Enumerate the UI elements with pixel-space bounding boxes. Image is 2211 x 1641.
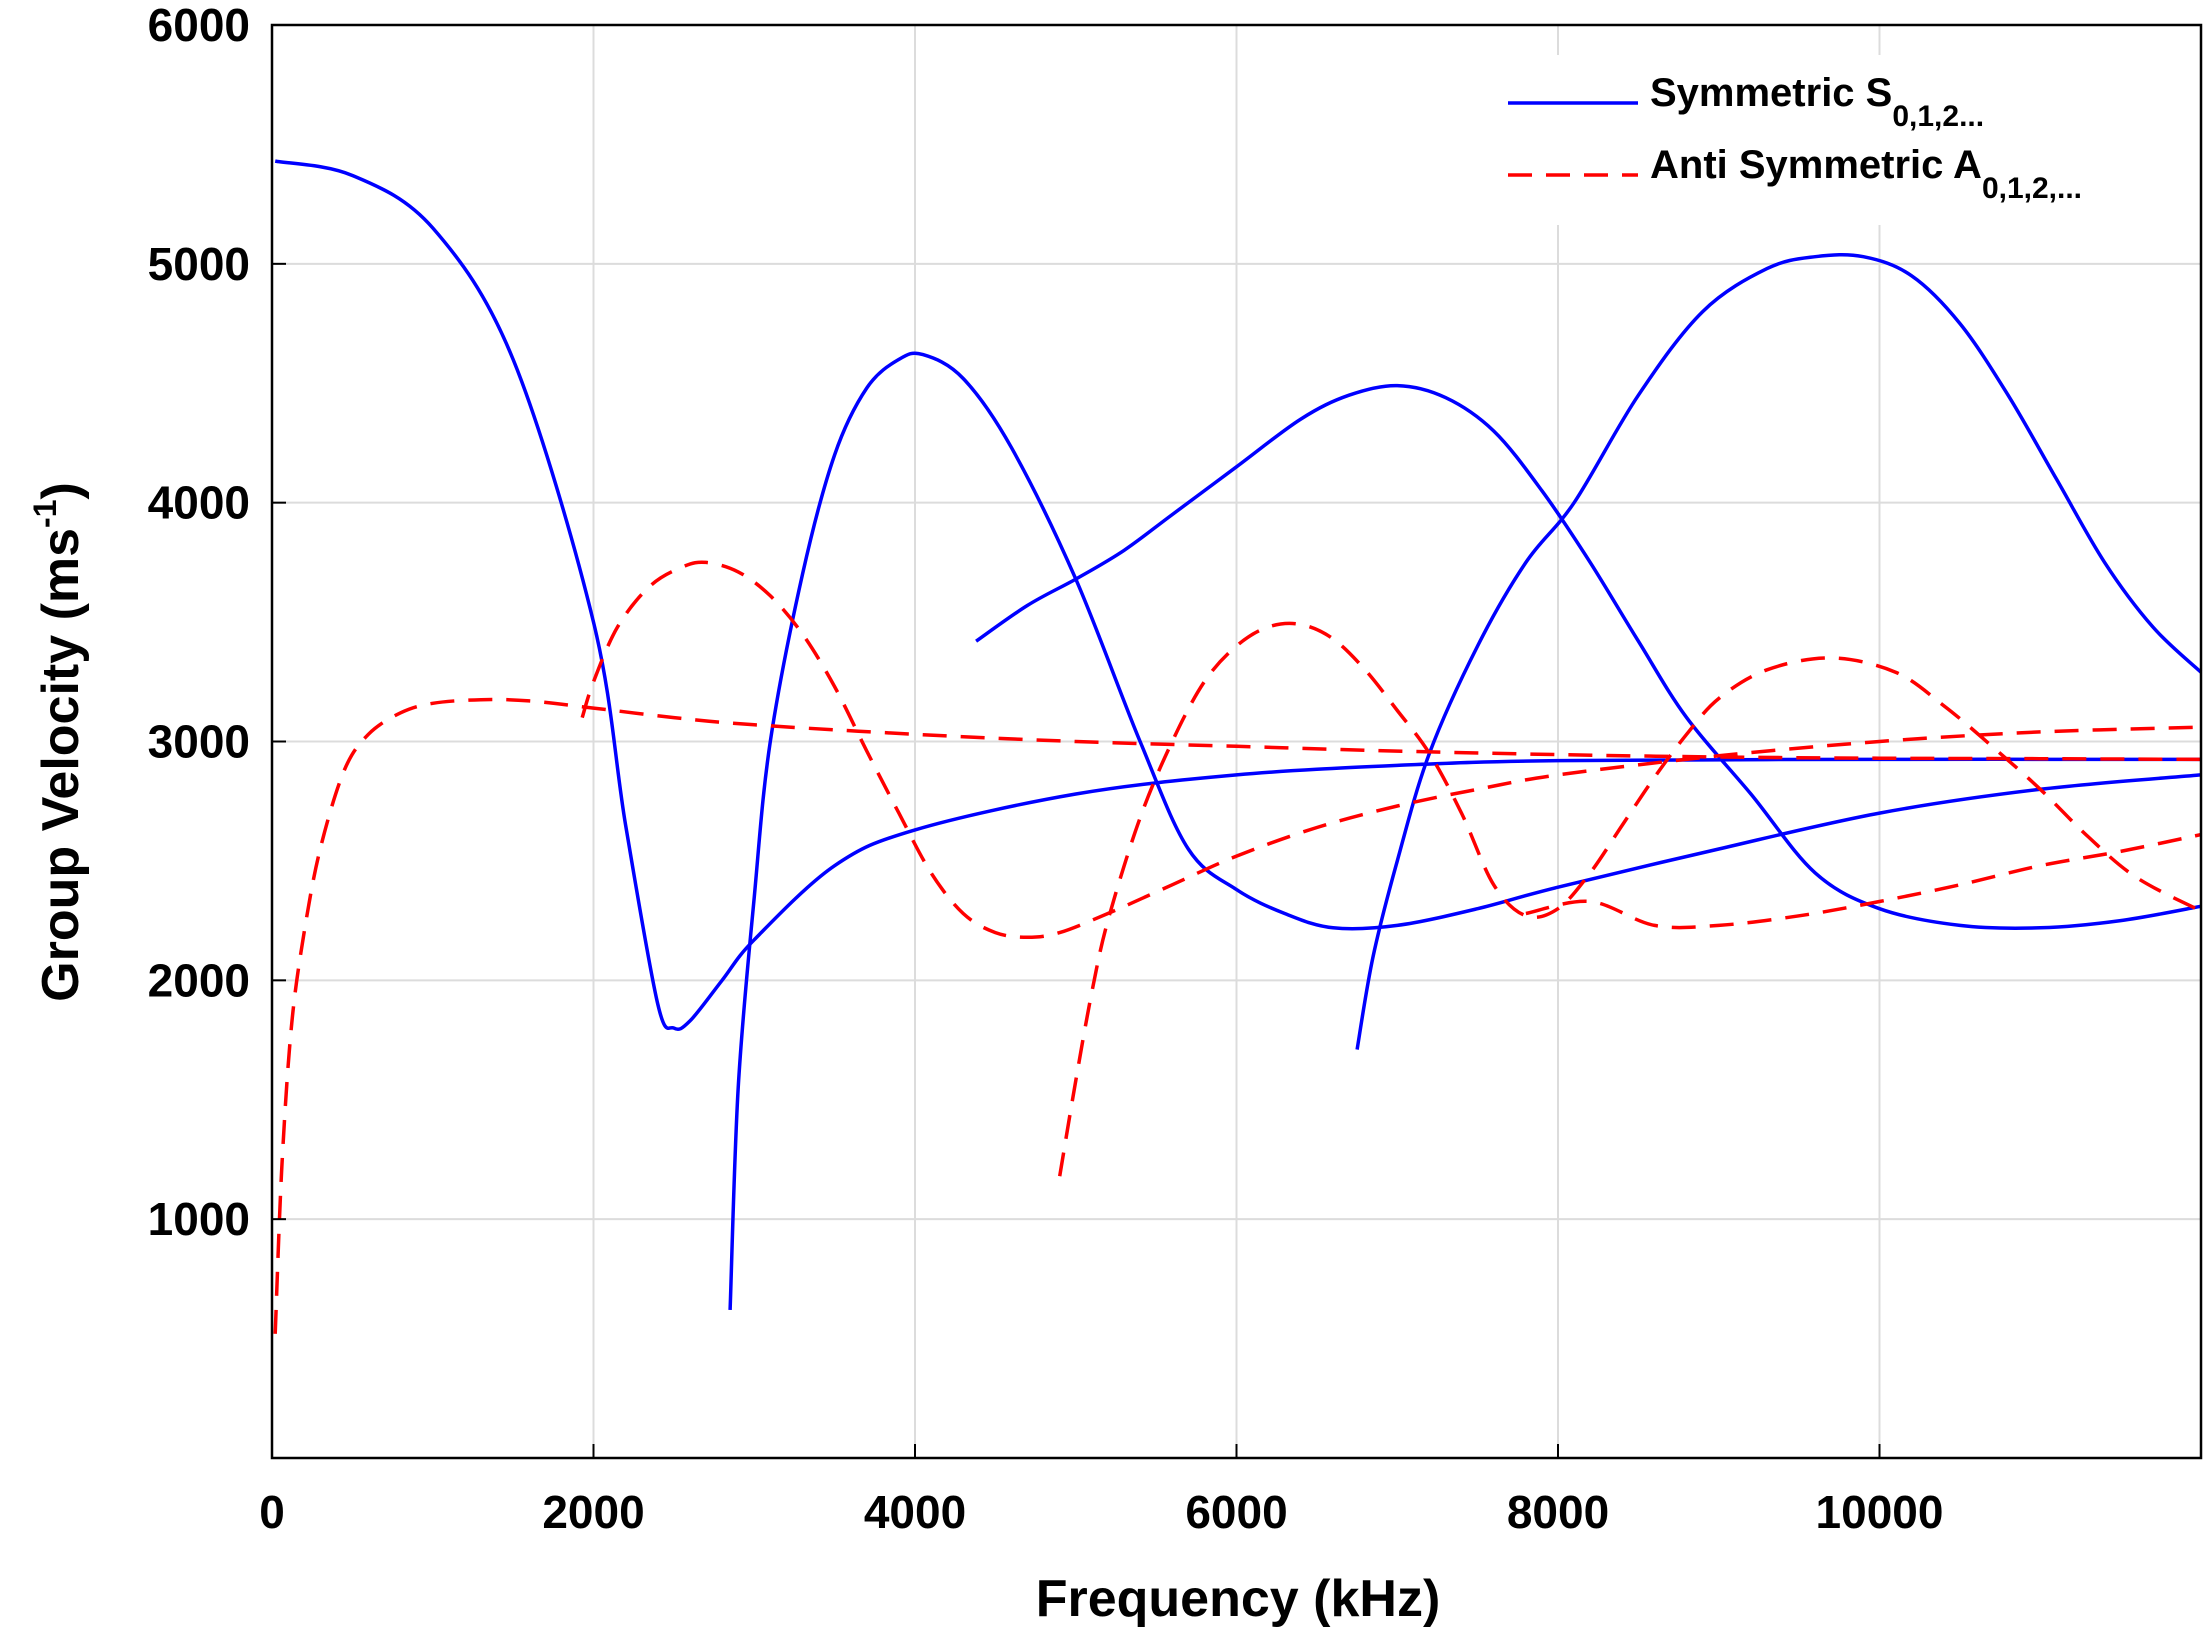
series-line-a2: [1057, 621, 2202, 1177]
y-axis-label: Group Velocity (ms-1): [27, 482, 90, 1002]
y-axis-label-superscript: -1: [27, 499, 63, 527]
legend-label-antisymmetric-main: Anti Symmetric A: [1650, 143, 1982, 187]
legend-label-antisymmetric-sub: 0,1,2,...: [1982, 172, 2082, 205]
axis-ticks: [271, 24, 1881, 1458]
series-line-a1: [580, 560, 2202, 940]
y-tick-label: 4000: [148, 477, 250, 529]
series-lines: [273, 159, 2203, 1334]
legend-label-antisymmetric: Anti Symmetric A0,1,2,...: [1650, 143, 2082, 205]
x-axis-label: Frequency (kHz): [1036, 1570, 1441, 1628]
legend-label-symmetric-sub: 0,1,2...: [1892, 100, 1984, 133]
legend-label-symmetric-main: Symmetric S: [1650, 71, 1892, 115]
grid: [272, 25, 2201, 1458]
y-tick-label: 2000: [148, 954, 250, 1006]
series-line-s0: [274, 159, 2202, 1032]
legend: Symmetric S0,1,2... Anti Symmetric A0,1,…: [1490, 55, 2170, 225]
x-tick-label: 8000: [1507, 1486, 1609, 1538]
y-tick-label: 1000: [148, 1193, 250, 1245]
y-axis-label-close: ): [32, 482, 90, 499]
y-tick-label: 3000: [148, 716, 250, 768]
x-tick-label: 6000: [1185, 1486, 1287, 1538]
y-tick-label: 6000: [148, 0, 250, 51]
x-tick-label: 10000: [1816, 1486, 1944, 1538]
series-line-s1: [728, 351, 2202, 1310]
y-tick-label: 5000: [148, 238, 250, 290]
legend-box: [1490, 55, 2170, 225]
y-axis-label-main: Group Velocity (ms: [32, 528, 90, 1002]
x-tick-label: 2000: [542, 1486, 644, 1538]
series-line-a3: [1525, 832, 2202, 930]
series-line-s2: [975, 383, 2202, 930]
tick-labels: 0 2000 4000 6000 8000 10000 1000 2000 3000 4000 50…: [148, 0, 1944, 1538]
series-line-s3: [1355, 253, 2203, 1050]
legend-label-symmetric: Symmetric S0,1,2...: [1650, 71, 1984, 133]
x-tick-label: 0: [259, 1486, 285, 1538]
x-tick-label: 4000: [864, 1486, 966, 1538]
series-line-a0: [273, 697, 2202, 1334]
